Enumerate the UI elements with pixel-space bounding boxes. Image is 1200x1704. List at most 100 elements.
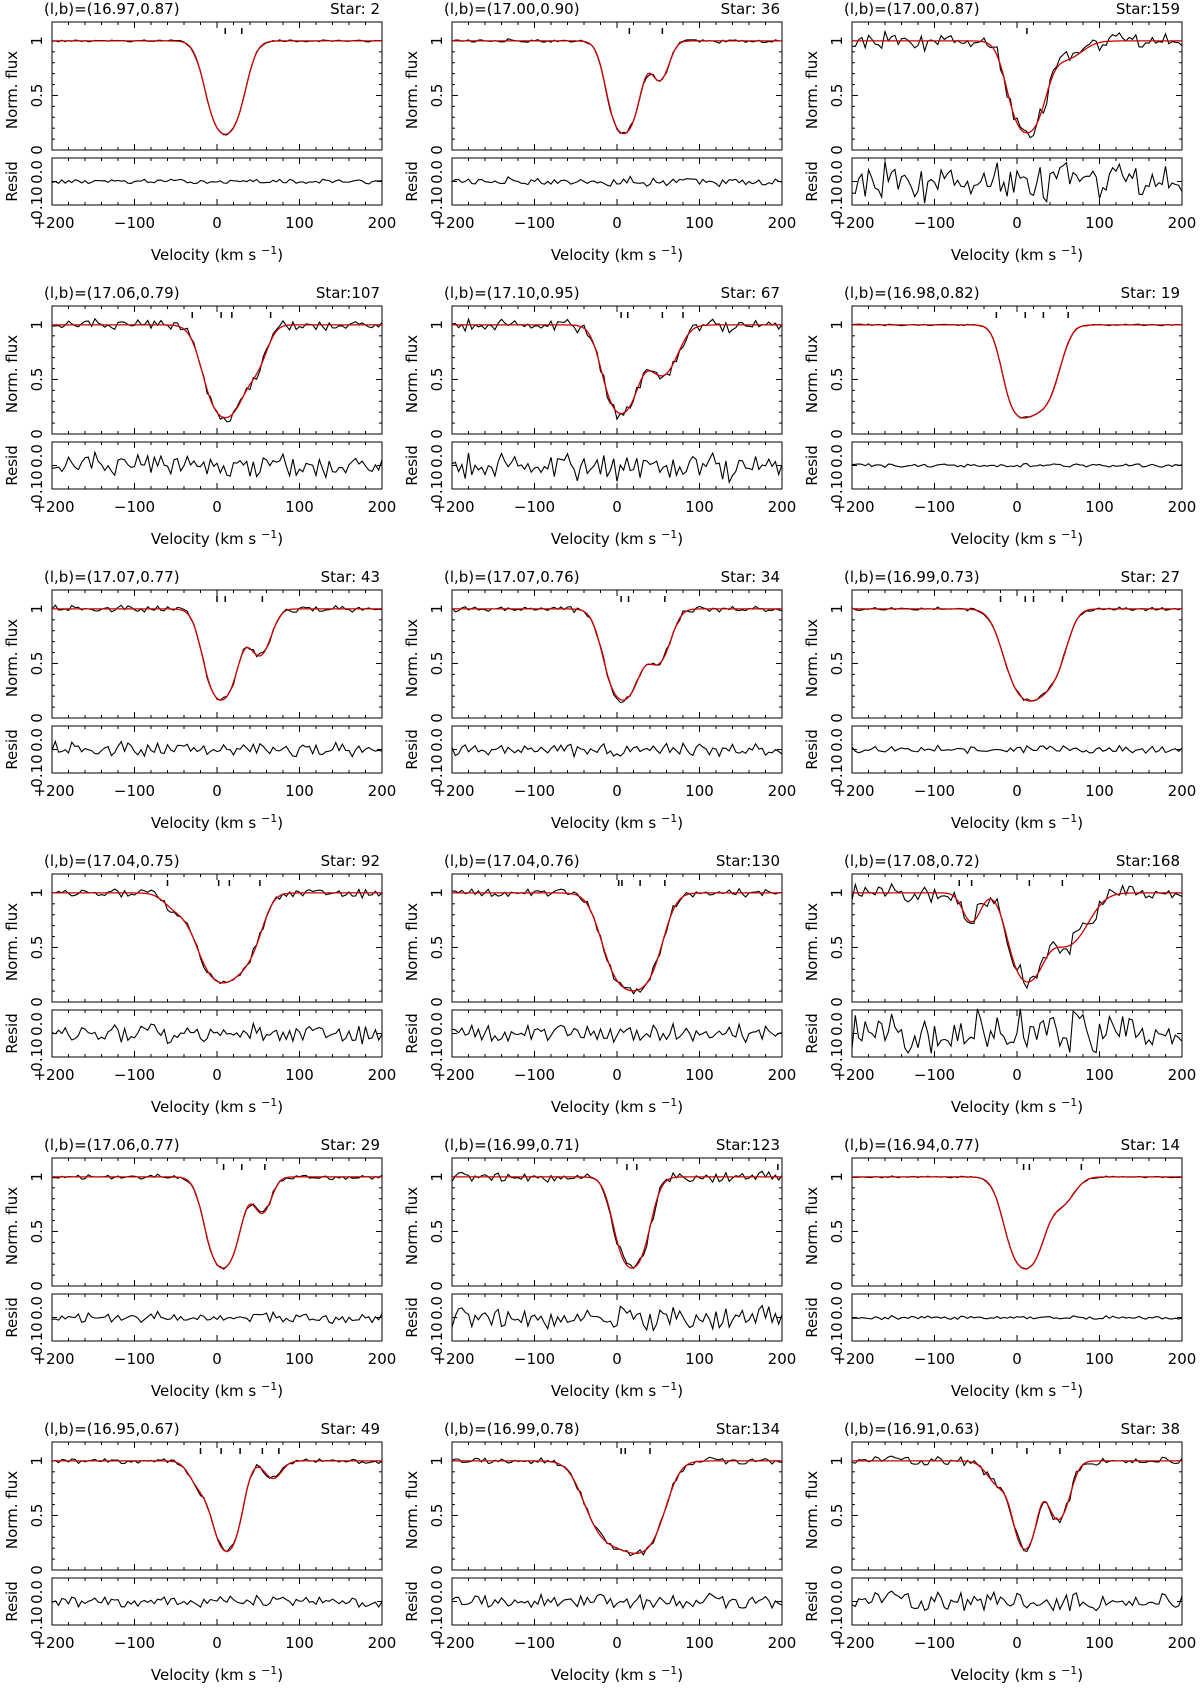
- spectrum-panel: (l,b)=(16.91,0.63) Star: 38 +200 −100 0 100 20…: [800, 1420, 1198, 1704]
- resid-tick-label: 0.0: [28, 1012, 46, 1036]
- x-tick-label: 200: [1168, 782, 1197, 800]
- panel-title: (l,b)=(17.07,0.77): [44, 568, 180, 586]
- panel-title: (l,b)=(17.06,0.79): [44, 284, 180, 302]
- data-spectrum-line: [51, 317, 383, 423]
- y-tick-label: 0: [428, 997, 446, 1007]
- panel-title: (l,b)=(16.97,0.87): [44, 0, 180, 18]
- x-tick-label: +200: [33, 1350, 74, 1368]
- star-label: Star: 36: [721, 0, 780, 18]
- x-tick-label: 0: [1012, 1350, 1022, 1368]
- resid-axis-title: Resid: [3, 161, 21, 201]
- model-fit-line: [52, 608, 382, 701]
- x-axis-title: Velocity (km s −1): [551, 1664, 683, 1684]
- x-tick-label: +200: [33, 498, 74, 516]
- star-label: Star: 49: [321, 1420, 380, 1438]
- y-tick-label: 0: [828, 713, 846, 723]
- spectrum-chart: (l,b)=(17.07,0.77) Star: 43 +200 −100 0 100 20…: [3, 568, 397, 832]
- model-fit-line: [452, 608, 782, 701]
- resid-axis-title: Resid: [803, 729, 821, 769]
- y-tick-label: 0: [428, 1281, 446, 1291]
- data-spectrum-line: [851, 29, 1183, 139]
- x-tick-label: 100: [1085, 1350, 1114, 1368]
- model-fit-line: [52, 324, 382, 419]
- y-tick-label: 0.5: [28, 84, 46, 108]
- panel-title: (l,b)=(17.06,0.77): [44, 1136, 180, 1154]
- y-tick-label: 0: [28, 145, 46, 155]
- spectrum-panel: (l,b)=(17.08,0.72) Star:168 +200 −100 0 100 20…: [800, 852, 1198, 1136]
- resid-tick-label: 0.0: [28, 160, 46, 184]
- resid-tick-label: 0.10: [828, 1606, 846, 1639]
- data-spectrum-line: [851, 882, 1183, 990]
- resid-axis-title: Resid: [803, 161, 821, 201]
- spectrum-panel: (l,b)=(17.07,0.77) Star: 43 +200 −100 0 100 20…: [0, 568, 398, 852]
- panel-title: (l,b)=(16.91,0.63): [844, 1420, 980, 1438]
- model-fit-line: [452, 892, 782, 992]
- residual-line: [451, 1304, 783, 1333]
- x-axis-title: Velocity (km s −1): [951, 1096, 1083, 1116]
- x-tick-label: 0: [1012, 1634, 1022, 1652]
- y-tick-label: 0.5: [828, 936, 846, 960]
- y-tick-label: 0.5: [28, 1504, 46, 1528]
- spectrum-chart: (l,b)=(17.00,0.90) Star: 36 +200 −100 0 100 20…: [403, 0, 796, 264]
- x-axis-title: Velocity (km s −1): [551, 1380, 683, 1400]
- resid-axis-title: Resid: [803, 1013, 821, 1053]
- x-tick-label: +200: [833, 1066, 874, 1084]
- resid-tick-label: 0.10: [828, 470, 846, 503]
- resid-tick-label: 0.0: [428, 728, 446, 752]
- x-tick-label: 100: [685, 1066, 714, 1084]
- x-tick-label: +200: [833, 498, 874, 516]
- model-fit-line: [452, 40, 782, 135]
- resid-axis-title: Resid: [803, 1581, 821, 1621]
- resid-tick-label: 0.10: [828, 754, 846, 787]
- spectrum-chart: (l,b)=(16.95,0.67) Star: 49 +200 −100 0 100 20…: [3, 1420, 396, 1684]
- model-fit-line: [452, 324, 782, 415]
- y-tick-label: 1: [28, 1456, 46, 1466]
- resid-plot-frame: [451, 1293, 783, 1342]
- x-tick-label: 100: [685, 1350, 714, 1368]
- resid-axis-title: Resid: [3, 1013, 21, 1053]
- y-tick-label: 0.5: [828, 1220, 846, 1244]
- x-tick-label: 200: [368, 782, 397, 800]
- x-tick-label: −100: [914, 498, 955, 516]
- residual-line: [51, 178, 383, 185]
- residual-line: [451, 451, 783, 484]
- x-tick-label: 100: [1085, 782, 1114, 800]
- model-fit-line: [852, 608, 1182, 702]
- panel-title: (l,b)=(17.00,0.90): [444, 0, 580, 18]
- resid-axis-title: Resid: [803, 1297, 821, 1337]
- x-tick-label: 200: [768, 1066, 797, 1084]
- x-axis-title: Velocity (km s −1): [551, 1096, 683, 1116]
- y-tick-label: 0: [28, 1565, 46, 1575]
- x-axis-title: Velocity (km s −1): [951, 1380, 1083, 1400]
- y-axis-title: Norm. flux: [3, 1187, 21, 1265]
- spectrum-chart: (l,b)=(17.06,0.79) Star:107 +200 −100 0 100 20…: [3, 284, 396, 548]
- x-tick-label: +200: [433, 214, 474, 232]
- resid-axis-title: Resid: [403, 1581, 421, 1621]
- spectrum-chart: (l,b)=(16.97,0.87) Star: 2 +200 −100 0 100 200…: [3, 0, 396, 264]
- x-tick-label: +200: [433, 1634, 474, 1652]
- y-tick-label: 0.5: [428, 1220, 446, 1244]
- y-tick-label: 1: [828, 604, 846, 614]
- y-axis-title: Norm. flux: [3, 903, 21, 981]
- model-fit-line: [52, 1176, 382, 1269]
- resid-tick-label: 0.0: [828, 1012, 846, 1036]
- y-axis-title: Norm. flux: [803, 619, 821, 697]
- resid-tick-label: 0.0: [428, 1296, 446, 1320]
- x-axis-title: Velocity (km s −1): [951, 244, 1083, 264]
- resid-tick-label: 0.10: [828, 1038, 846, 1071]
- x-tick-label: 0: [612, 1066, 622, 1084]
- x-axis-title: Velocity (km s −1): [151, 812, 283, 832]
- x-tick-label: 200: [368, 1350, 397, 1368]
- y-tick-label: 0.5: [428, 1504, 446, 1528]
- resid-plot-frame: [51, 1009, 383, 1058]
- y-tick-label: 0.5: [828, 1504, 846, 1528]
- y-tick-label: 0.5: [28, 652, 46, 676]
- x-tick-label: −100: [114, 498, 155, 516]
- y-axis-title: Norm. flux: [3, 1471, 21, 1549]
- model-fit-line: [852, 324, 1182, 419]
- resid-tick-label: 0.10: [28, 754, 46, 787]
- star-label: Star:134: [716, 1420, 780, 1438]
- x-axis-title: Velocity (km s −1): [151, 1096, 283, 1116]
- y-tick-label: 0.5: [428, 936, 446, 960]
- x-tick-label: 100: [1085, 498, 1114, 516]
